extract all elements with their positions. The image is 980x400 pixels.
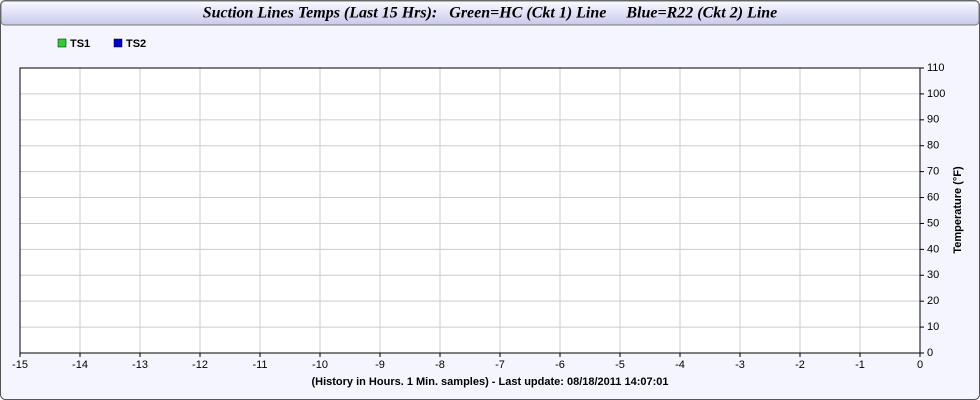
y-tick-label: 10 xyxy=(927,321,939,333)
x-tick-label: -11 xyxy=(252,359,267,371)
legend-swatch xyxy=(113,38,123,48)
legend-label: TS2 xyxy=(126,38,146,50)
y-tick-label: 50 xyxy=(927,217,939,229)
y-tick-label: 20 xyxy=(927,295,939,307)
x-tick-label: -7 xyxy=(495,359,505,371)
x-tick-label: -8 xyxy=(435,359,445,371)
y-tick-label: 40 xyxy=(927,243,939,255)
x-tick-label: -4 xyxy=(675,359,685,371)
x-tick-label: -2 xyxy=(795,359,805,371)
y-tick-label: 30 xyxy=(927,269,939,281)
x-tick-label: -5 xyxy=(615,359,625,371)
plot-area xyxy=(19,67,921,354)
x-tick-label: -12 xyxy=(192,359,208,371)
legend-label: TS1 xyxy=(70,38,90,50)
x-axis-label: (History in Hours. 1 Min. samples) - Las… xyxy=(311,376,668,388)
y-tick-label: 60 xyxy=(927,191,939,203)
y-tick-label: 90 xyxy=(927,114,939,126)
plot-border xyxy=(19,67,921,354)
y-tick-label: 100 xyxy=(927,88,945,100)
legend-swatch xyxy=(57,38,67,48)
x-tick-label: -6 xyxy=(555,359,565,371)
x-tick-label: -15 xyxy=(12,359,28,371)
title-bar xyxy=(0,0,980,26)
x-tick-label: -3 xyxy=(735,359,745,371)
y-axis-label: Temperature (°F) xyxy=(952,166,964,254)
y-tick-label: 70 xyxy=(927,166,939,178)
chart-title: Suction Lines Temps (Last 15 Hrs): Green… xyxy=(203,5,778,22)
y-tick-label: 110 xyxy=(927,62,945,74)
x-tick-label: -14 xyxy=(72,359,88,371)
x-tick-label: -10 xyxy=(312,359,328,371)
x-tick-label: -13 xyxy=(132,359,148,371)
y-tick-label: 0 xyxy=(927,347,933,359)
x-tick-label: -1 xyxy=(855,359,865,371)
y-tick-label: 80 xyxy=(927,140,939,152)
x-tick-label: 0 xyxy=(917,359,923,371)
x-tick-label: -9 xyxy=(375,359,385,371)
